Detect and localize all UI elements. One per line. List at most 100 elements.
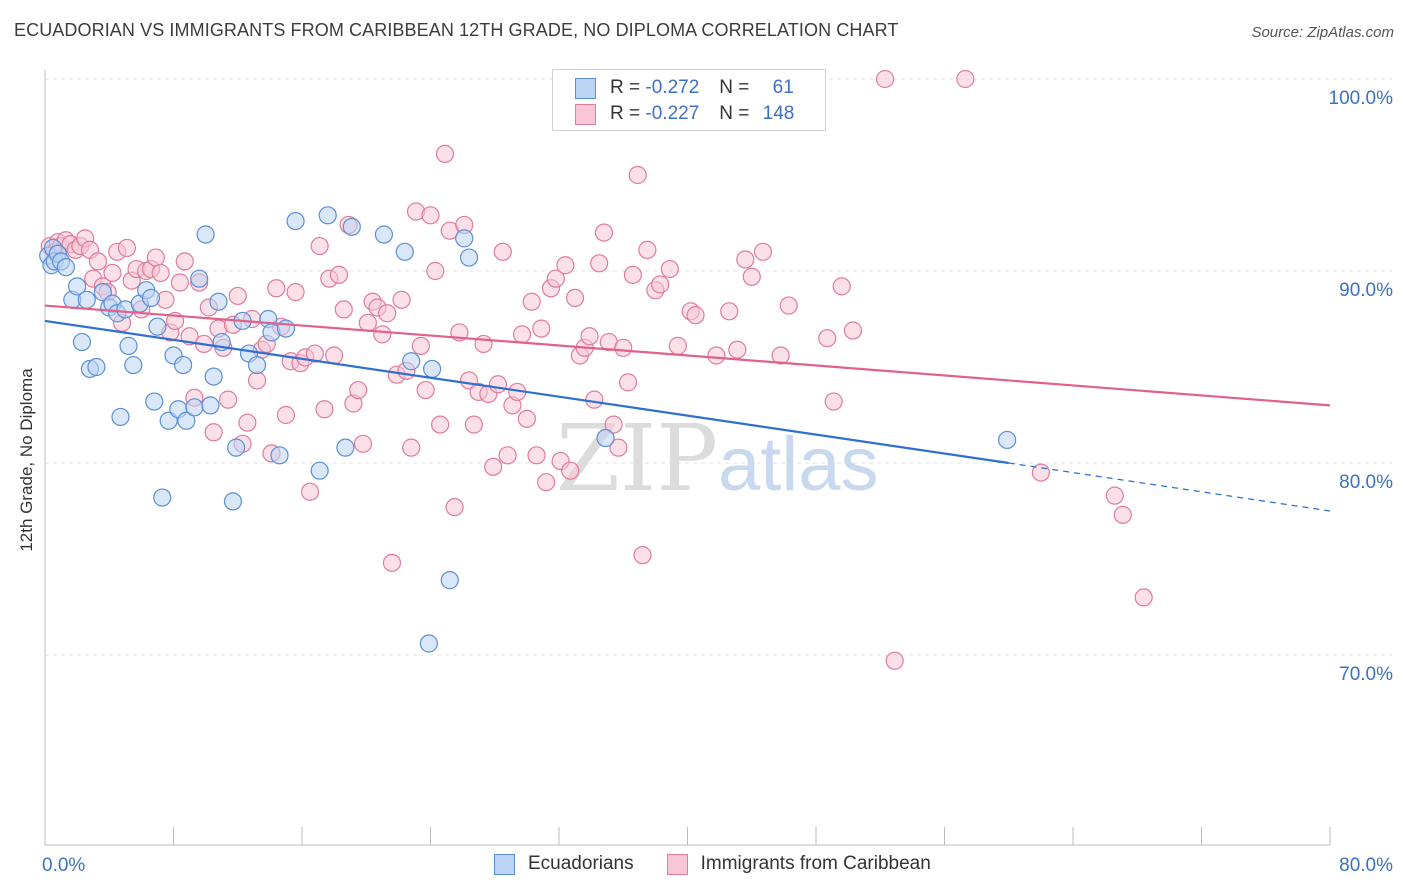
data-point xyxy=(315,400,334,419)
data-point xyxy=(318,206,337,225)
data-point xyxy=(325,346,344,365)
data-point xyxy=(633,546,652,565)
data-point xyxy=(565,288,585,307)
legend-item-caribbean[interactable]: Immigrants from Caribbean xyxy=(666,853,931,875)
data-point xyxy=(227,438,246,457)
data-point xyxy=(411,336,430,355)
data-point xyxy=(373,325,392,344)
data-point xyxy=(594,223,614,242)
data-point xyxy=(329,265,349,284)
data-point xyxy=(358,313,377,332)
correlation-legend: R = -0.272 N = 61 R = -0.227 N = 148 xyxy=(552,69,826,131)
data-point xyxy=(651,275,670,294)
trend-lines xyxy=(44,304,1331,512)
data-point xyxy=(276,405,296,425)
data-point xyxy=(119,336,138,355)
data-point xyxy=(177,411,196,430)
data-point xyxy=(374,225,394,244)
y-tick-label: 80.0% xyxy=(1339,472,1393,493)
legend-label-ecuadorians: Ecuadorians xyxy=(528,853,634,874)
data-point xyxy=(455,229,474,248)
y-tick-label: 90.0% xyxy=(1339,280,1393,301)
legend-r-label: R = xyxy=(610,103,641,124)
y-tick-label: 70.0% xyxy=(1339,664,1393,685)
data-point xyxy=(435,144,455,163)
data-point xyxy=(124,355,143,375)
data-point xyxy=(146,248,165,267)
data-point xyxy=(596,428,615,448)
data-point xyxy=(474,334,493,354)
data-point xyxy=(334,300,353,319)
data-point xyxy=(875,69,895,89)
data-point xyxy=(68,277,87,296)
watermark: ZIP atlas xyxy=(556,405,879,512)
data-point xyxy=(488,375,508,394)
data-point xyxy=(609,438,628,457)
data-point xyxy=(270,446,289,465)
trend-line-ecuadorians-extension xyxy=(1008,462,1331,512)
data-point xyxy=(464,415,483,434)
data-point xyxy=(818,329,837,348)
data-point xyxy=(286,283,305,302)
data-point xyxy=(771,346,790,365)
data-point xyxy=(153,488,172,507)
data-point xyxy=(736,250,755,269)
data-point xyxy=(276,319,296,338)
data-point xyxy=(604,415,623,434)
data-point xyxy=(517,409,536,428)
data-point xyxy=(72,332,92,352)
data-point xyxy=(590,254,609,273)
data-point xyxy=(419,634,438,653)
data-point xyxy=(378,304,397,323)
axes xyxy=(44,70,1331,846)
legend-swatch-pink xyxy=(575,103,596,125)
data-point xyxy=(580,327,599,346)
legend-r-label: R = xyxy=(610,77,641,98)
data-point xyxy=(423,359,442,379)
legend-item-ecuadorians[interactable]: Ecuadorians xyxy=(494,853,634,875)
data-point xyxy=(196,225,215,244)
data-point xyxy=(145,392,164,411)
data-point xyxy=(190,269,209,288)
data-point xyxy=(286,211,305,231)
data-point xyxy=(843,321,863,340)
data-point xyxy=(349,380,368,400)
data-point xyxy=(416,380,435,400)
data-point xyxy=(175,252,194,271)
data-point xyxy=(779,296,798,315)
data-point xyxy=(148,317,167,336)
watermark-zip: ZIP xyxy=(556,405,718,512)
data-point xyxy=(537,473,556,492)
data-point xyxy=(204,423,223,442)
data-point xyxy=(614,338,633,357)
data-point xyxy=(201,396,220,415)
data-point xyxy=(532,319,551,338)
trend-line-ecuadorians xyxy=(44,319,1009,465)
data-point xyxy=(223,492,243,511)
data-point xyxy=(310,461,329,480)
data-point xyxy=(353,434,373,453)
data-point xyxy=(753,242,773,261)
legend-n-label: N = xyxy=(719,103,750,124)
ecuadorian-points xyxy=(39,206,1017,653)
data-point xyxy=(445,498,464,517)
source-label: Source: ZipAtlas.com xyxy=(1251,24,1394,41)
data-point xyxy=(686,306,705,325)
legend-label-caribbean: Immigrants from Caribbean xyxy=(700,853,931,874)
data-point xyxy=(392,290,411,309)
data-point xyxy=(512,325,532,344)
data-point xyxy=(103,263,122,283)
data-point xyxy=(556,256,575,275)
data-point xyxy=(720,302,739,321)
data-point xyxy=(402,438,421,457)
data-point xyxy=(1105,486,1124,505)
gridlines xyxy=(45,78,1392,656)
data-point xyxy=(267,279,286,298)
data-point xyxy=(498,446,517,465)
data-point xyxy=(336,438,355,457)
chart-title: ECUADORIAN VS IMMIGRANTS FROM CARIBBEAN … xyxy=(14,20,899,40)
data-point xyxy=(1113,505,1132,524)
legend-n-value: 61 xyxy=(772,77,794,98)
data-point xyxy=(382,553,402,572)
